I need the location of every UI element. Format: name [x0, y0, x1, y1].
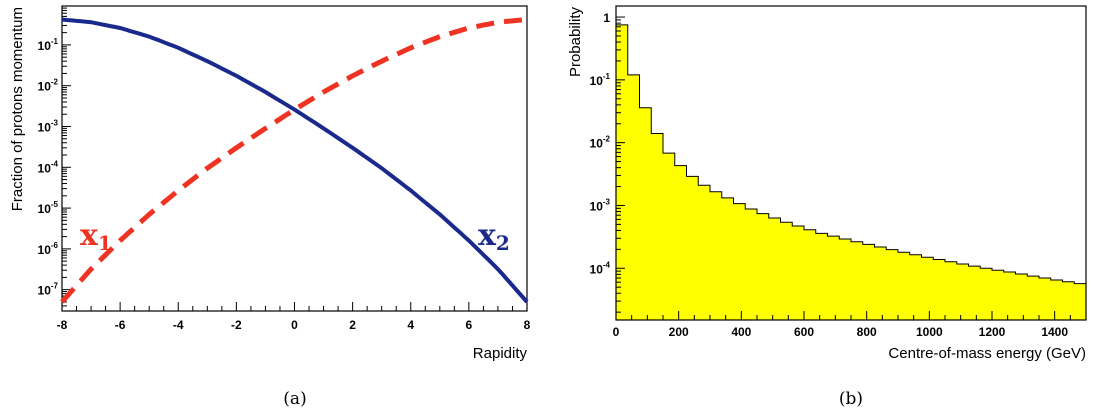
panel-a: 10-7 10-6 10-5 10-4 10-3 10-2 10-1 -8 -6 -4 -2 0 2 4…	[9, 5, 531, 409]
panel-a-plot-area	[60, 17, 529, 304]
series-x1-label: x1	[80, 218, 112, 255]
y-tick-label: 10-7	[38, 282, 59, 298]
x-tick-label: 600	[794, 325, 814, 339]
x-tick-label: 800	[857, 325, 877, 339]
panel-b-x-axis-label: Centre-of-mass energy (GeV)	[888, 345, 1086, 362]
x-tick-label: 1400	[1041, 325, 1068, 339]
panel-b-y-axis-label: Probability	[567, 7, 584, 78]
panel-a-y-ticks: 10-7 10-6 10-5 10-4 10-3 10-2 10-1	[38, 5, 71, 312]
histogram-bars	[615, 24, 1087, 321]
x-tick-label: -2	[231, 318, 242, 332]
x-tick-label: 1000	[916, 325, 943, 339]
panel-a-x-ticks: -8 -6 -4 -2 0 2 4 6 8	[57, 302, 531, 332]
x-tick-label: 4	[407, 318, 414, 332]
x-tick-label: 2	[349, 318, 356, 332]
x-tick-label: 0	[291, 318, 298, 332]
y-tick-label: 10-1	[38, 37, 59, 53]
series-x2-line	[61, 17, 529, 304]
x-tick-label: 1200	[979, 325, 1006, 339]
x-tick-label: 400	[731, 325, 751, 339]
x-tick-label: -4	[173, 318, 184, 332]
series-x1-line	[60, 17, 528, 304]
y-tick-label: 10-5	[38, 200, 59, 216]
x-tick-label: 0	[613, 325, 620, 339]
x-tick-label: 6	[466, 318, 473, 332]
y-tick-label: 10-3	[38, 119, 59, 135]
panel-a-frame	[61, 5, 528, 312]
panel-b-x-ticks: 0 200 400 600 800 1000 1200 1400	[613, 311, 1087, 339]
y-tick-label: 10-3	[590, 197, 611, 213]
x-tick-label: 8	[524, 318, 531, 332]
y-tick-label: 10-4	[38, 159, 59, 175]
panel-a-y-axis-label: Fraction of protons momentum	[9, 7, 26, 211]
x-tick-label: -8	[57, 318, 68, 332]
y-tick-label: 10-6	[38, 241, 59, 257]
y-tick-label: 10-2	[590, 135, 611, 151]
y-tick-label: 10-2	[38, 78, 59, 94]
panel-a-caption: (a)	[283, 389, 306, 409]
y-tick-label: 1	[603, 11, 610, 25]
x-tick-label: -6	[115, 318, 126, 332]
x-tick-label: 200	[669, 325, 689, 339]
panel-b: 10-4 10-3 10-2 10-1 1 0 200 400 600 800 1000 1200 1…	[567, 5, 1087, 409]
panel-b-y-ticks: 10-4 10-3 10-2 10-1 1	[590, 11, 625, 313]
y-tick-label: 10-4	[590, 260, 611, 276]
y-tick-label: 10-1	[590, 72, 611, 88]
panel-b-caption: (b)	[839, 389, 863, 409]
series-x2-label: x2	[478, 218, 510, 255]
panel-a-x-axis-label: Rapidity	[473, 345, 528, 362]
